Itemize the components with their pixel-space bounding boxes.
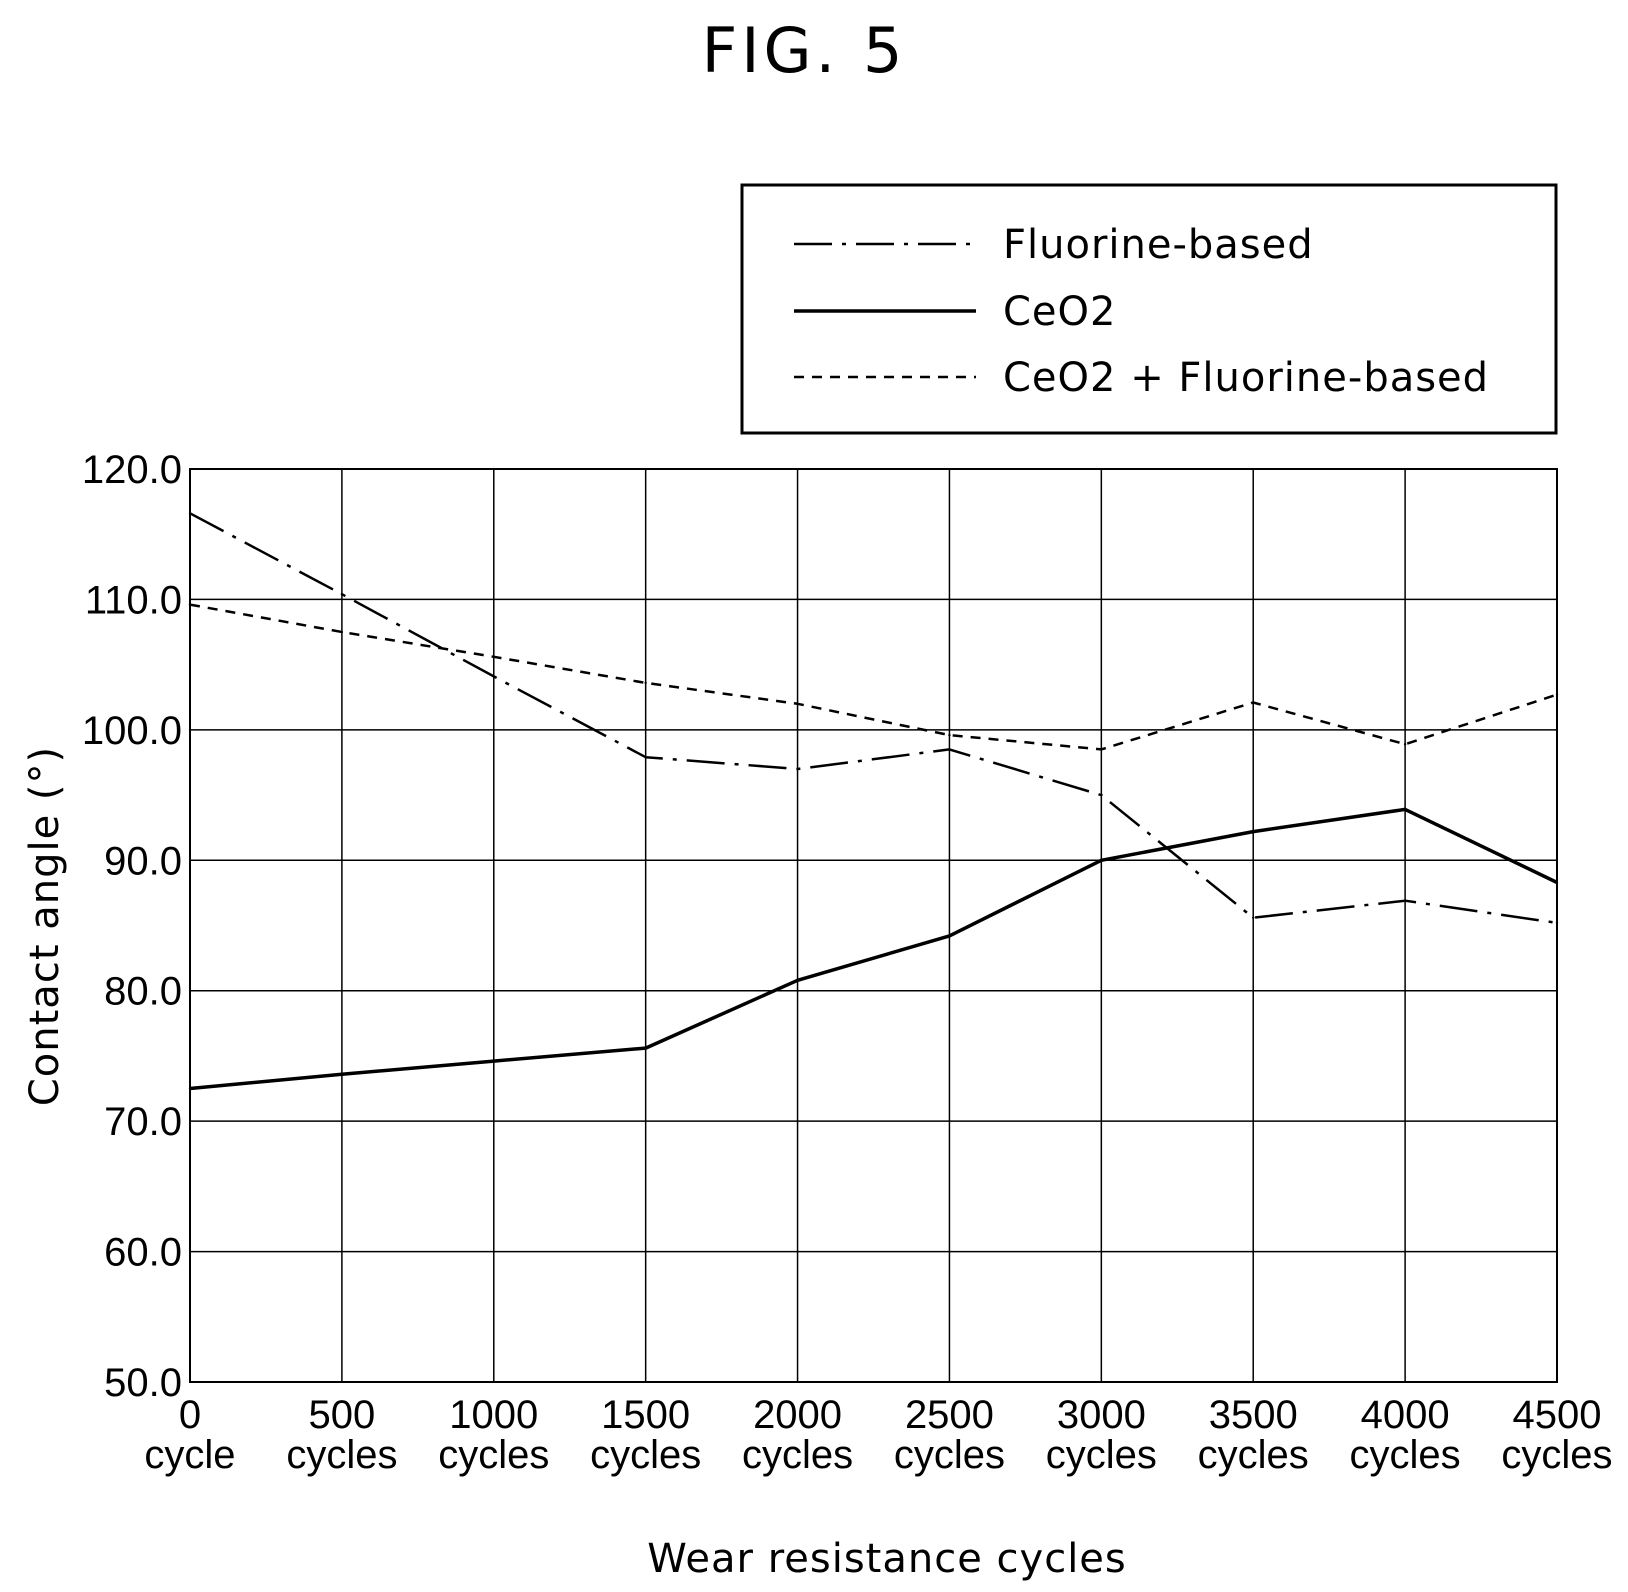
x-tick-label-unit: cycles	[1350, 1433, 1461, 1477]
legend-label-1: CeO2	[1003, 289, 1116, 335]
y-axis-title: Contact angle (°)	[22, 746, 68, 1106]
series-1-point	[1403, 808, 1407, 811]
series-2-point	[340, 630, 344, 634]
x-tick-label: 2500	[905, 1393, 994, 1437]
series-1-point	[492, 1059, 495, 1063]
y-tick-label: 50.0	[104, 1361, 182, 1405]
series-0-point	[340, 593, 344, 596]
series-0-point	[644, 756, 647, 759]
x-tick-label-unit: cycles	[1198, 1433, 1309, 1477]
x-tick-label: 4500	[1513, 1393, 1602, 1437]
series-0-point	[1403, 899, 1407, 902]
x-tick-label: 2000	[753, 1393, 842, 1437]
figure-title: FIG. 5	[702, 14, 907, 87]
x-tick-label: 3000	[1057, 1393, 1146, 1437]
legend-label-2: CeO2 + Fluorine-based	[1003, 355, 1489, 401]
x-tick-label: 0	[179, 1393, 201, 1437]
series-1-point	[1252, 830, 1255, 833]
series-1-point	[796, 979, 799, 982]
y-tick-label: 100.0	[82, 709, 182, 753]
y-tick-label: 120.0	[82, 448, 182, 492]
series-1-point	[340, 1072, 344, 1076]
series-2-point	[796, 702, 799, 705]
y-tick-label: 90.0	[104, 839, 182, 883]
x-tick-label-unit: cycles	[590, 1433, 701, 1477]
x-tick-label: 500	[309, 1393, 376, 1437]
series-0-point	[492, 675, 495, 678]
series-line-2	[189, 603, 1558, 751]
x-tick-label-unit: cycles	[742, 1433, 853, 1477]
series-1-point	[644, 1046, 647, 1050]
x-tick-label-unit: cycle	[144, 1433, 235, 1477]
x-tick-label-unit: cycles	[1046, 1433, 1157, 1477]
series-line-0	[189, 512, 1558, 925]
series-2-point	[1100, 748, 1103, 751]
y-tick-label: 70.0	[104, 1100, 182, 1144]
series-2-point	[1403, 743, 1407, 746]
x-tick-label-unit: cycles	[438, 1433, 549, 1477]
x-axis-title: Wear resistance cycles	[647, 1536, 1127, 1582]
plot-frame	[189, 468, 1558, 1383]
series-0-point	[1100, 793, 1103, 797]
x-tick-label: 4000	[1361, 1393, 1450, 1437]
y-tick-label: 60.0	[104, 1231, 182, 1275]
legend-box	[740, 183, 1558, 435]
x-tick-label-unit: cycles	[1501, 1433, 1612, 1477]
series-2-point	[644, 681, 647, 685]
series-line-1	[189, 807, 1558, 1091]
grid	[189, 468, 1558, 1383]
series-2-point	[948, 733, 951, 737]
series-0-point	[796, 767, 799, 771]
y-tick-label: 80.0	[104, 970, 182, 1014]
y-tick-label: 110.0	[85, 578, 182, 622]
series-0-point	[948, 748, 951, 751]
series-layer	[188, 512, 1559, 1091]
x-tick-labels: 0cycle500cycles1000cycles1500cycles2000c…	[144, 1393, 1612, 1477]
series-1-point	[948, 934, 951, 938]
series-2-point	[492, 655, 495, 659]
x-tick-label: 1000	[449, 1393, 538, 1437]
x-tick-label: 3500	[1209, 1393, 1298, 1437]
x-tick-label-unit: cycles	[894, 1433, 1005, 1477]
legend: Fluorine-based CeO2 CeO2 + Fluorine-based	[740, 183, 1558, 435]
series-1-point	[1100, 859, 1103, 862]
legend-label-0: Fluorine-based	[1003, 222, 1314, 268]
series-0-point	[1252, 916, 1255, 919]
x-tick-label-unit: cycles	[286, 1433, 397, 1477]
y-tick-labels: 50.0 60.0 70.0 80.0 90.0 100.0 110.0 120.0	[82, 448, 182, 1405]
series-2-point	[1252, 701, 1255, 704]
x-tick-label: 1500	[601, 1393, 690, 1437]
